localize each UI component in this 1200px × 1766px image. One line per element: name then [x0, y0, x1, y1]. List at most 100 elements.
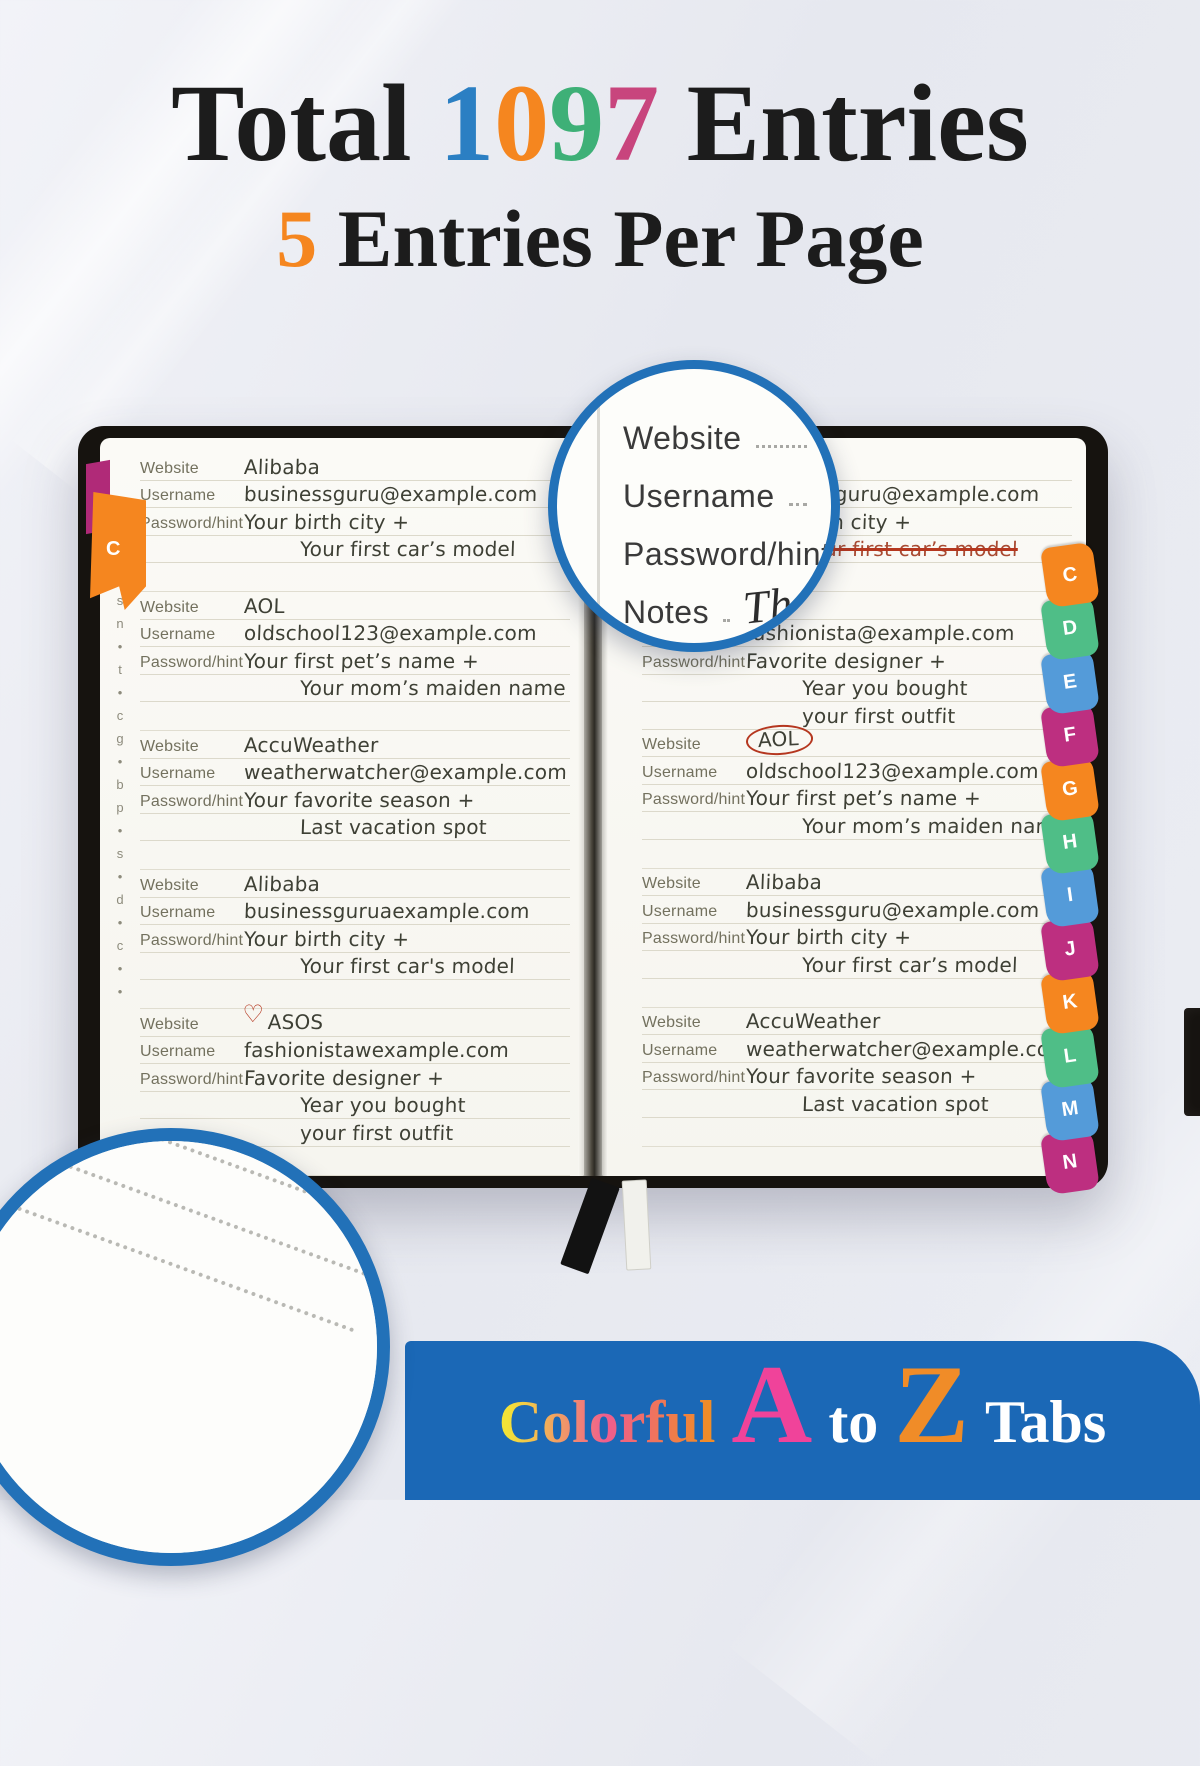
field-value: Your first car’s model — [802, 953, 1019, 978]
book-spine-edge — [382, 1145, 390, 1566]
field-value: Last vacation spot — [300, 815, 488, 840]
field-value: Your first car's model — [300, 954, 516, 979]
edge-fragment: c — [112, 934, 128, 957]
ribbon-bookmark-white — [622, 1179, 652, 1270]
headline-segment: 1 — [439, 62, 494, 184]
headline-segment: 9 — [549, 62, 604, 184]
edge-fragment: • — [112, 819, 128, 842]
field-label: Website — [140, 1016, 244, 1036]
tab-letter: D — [1061, 616, 1079, 641]
magnified-field-row: Password/hint — [623, 515, 813, 573]
edge-fragment: b — [112, 773, 128, 796]
magnified-field-row: Website — [623, 399, 813, 457]
field-label: Password/hint — [642, 930, 746, 950]
headline-segment: 0 — [494, 62, 549, 184]
tab-letter: C — [1061, 563, 1079, 588]
text-segment: A — [731, 1349, 812, 1461]
field-label: Username — [642, 764, 746, 784]
field-label: Username — [140, 904, 244, 924]
field-value: AccuWeather — [244, 733, 379, 758]
field-value: AOL — [745, 725, 813, 756]
tab-letter: K — [1061, 990, 1079, 1015]
headline-segment: 5 — [276, 193, 317, 284]
field-label: Username — [642, 1042, 746, 1062]
field-label: Password/hint — [642, 791, 746, 811]
entry-row: Year you bought — [140, 1092, 570, 1120]
field-value: Year you bought — [300, 1093, 467, 1118]
field-value: Your first pet’s name + — [244, 649, 480, 674]
tab-letter: E — [1062, 669, 1078, 694]
edge-fragment: g — [112, 727, 128, 750]
field-label: Website — [140, 877, 244, 897]
entry-row: Your first car's model — [140, 953, 570, 981]
text-segment: Z — [894, 1349, 969, 1461]
edge-fragment: • — [112, 911, 128, 934]
dotted-leader — [723, 618, 726, 622]
zoom-page-edge — [0, 1128, 390, 1566]
ribbon-bookmark-black — [560, 1178, 620, 1275]
entry-separator — [642, 979, 1072, 1008]
field-label: Username — [140, 1043, 244, 1063]
edge-fragment: • — [112, 635, 128, 658]
edge-fragment: t — [112, 658, 128, 681]
magnified-field-row: Username — [623, 457, 813, 515]
tab-letter: N — [1061, 1150, 1079, 1175]
field-value: your first outfit — [802, 704, 956, 729]
tab-letter: F — [1062, 723, 1077, 747]
magnified-field-label: Username — [623, 478, 775, 515]
tab-letter: G — [1061, 776, 1080, 801]
field-value: Your favorite season + — [746, 1064, 977, 1089]
field-label: Password/hint — [140, 1071, 244, 1091]
heart-doodle: ♡ — [242, 1000, 265, 1028]
field-value: ♡ASOS — [243, 1007, 323, 1036]
edge-fragment: p — [112, 796, 128, 819]
edge-fragment: n — [112, 612, 128, 635]
field-value: Your birth city + — [244, 927, 410, 952]
tab-letter: I — [1066, 884, 1075, 908]
alphabet-tab-j: J — [1040, 915, 1100, 982]
tab-letter: M — [1060, 1096, 1080, 1121]
field-value: AccuWeather — [746, 1009, 881, 1034]
field-value: Your mom’s maiden name — [300, 676, 567, 701]
edge-fragment: d — [112, 888, 128, 911]
headline: Total 1097 Entries 5 Entries Per Page — [0, 66, 1200, 282]
magnified-field-label: Notes — [623, 594, 709, 631]
entry-separator — [642, 840, 1072, 869]
headline-segment: 7 — [604, 62, 659, 184]
tab-letter: J — [1063, 937, 1077, 961]
entry-separator — [140, 980, 570, 1009]
field-value: Alibaba — [244, 455, 321, 480]
entry-separator — [642, 1118, 1072, 1147]
text-segment: Colorful — [499, 1392, 716, 1452]
field-label: Password/hint — [140, 793, 244, 813]
tab-letter: L — [1062, 1043, 1077, 1067]
field-value: Last vacation spot — [802, 1092, 990, 1117]
field-value: oldschool123@example.com — [746, 759, 1040, 784]
headline-line2: 5 Entries Per Page — [0, 196, 1200, 282]
entry-row: Your mom’s maiden name — [642, 812, 1072, 840]
edge-fragment: c — [112, 704, 128, 727]
field-label: Website — [642, 1014, 746, 1034]
